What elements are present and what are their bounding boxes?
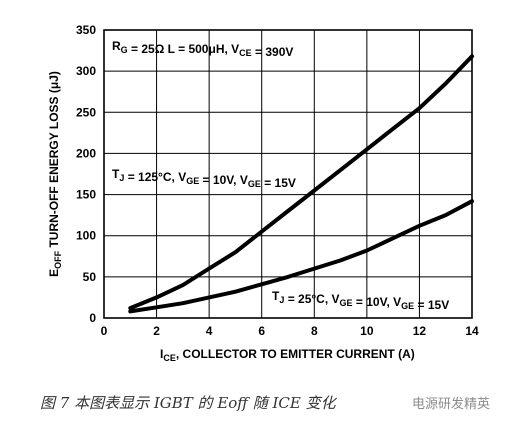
y-tick-label: 300: [76, 64, 96, 78]
series-line-2: [128, 199, 474, 314]
x-tick-label: 8: [311, 324, 318, 338]
x-tick-label: 14: [465, 324, 479, 338]
plot-frame: [103, 29, 473, 319]
y-tick-label: 350: [76, 23, 96, 37]
x-tick-label: 2: [153, 324, 160, 338]
x-tick-label: 10: [360, 324, 374, 338]
test-conditions-label: RG = 25Ω L = 500μH, VCE = 390V: [112, 39, 293, 59]
series-line-1: [128, 54, 474, 311]
x-tick-label: 0: [101, 324, 108, 338]
x-tick-labels: 0 2 4 6 8 10 12 14: [101, 324, 479, 338]
y-tick-label: 150: [76, 188, 96, 202]
x-axis-label: ICE, COLLECTOR TO EMITTER CURRENT (A): [160, 347, 415, 363]
series-tj125-label: TJ = 125°C, VGE = 10V, VGE = 15V: [112, 167, 296, 190]
series: [128, 54, 474, 314]
y-tick-label: 50: [83, 270, 97, 284]
y-tick-label: 0: [89, 311, 96, 325]
y-tick-label: 200: [76, 146, 96, 160]
figure-caption: 图 7 本图表显示 IGBT 的 Eoff 随 ICE 变化: [40, 394, 338, 412]
series-tj25-label: TJ = 25°C, VGE = 10V, VGE = 15V: [272, 289, 449, 312]
y-tick-labels: 0 50 100 150 200 250 300 350: [76, 23, 96, 325]
y-tick-label: 100: [76, 229, 96, 243]
grid: [103, 29, 473, 319]
x-tick-label: 6: [258, 324, 265, 338]
x-tick-label: 4: [206, 324, 213, 338]
y-axis-label: EOFF TURN-OFF ENERGY LOSS (μJ): [47, 71, 63, 277]
x-tick-label: 12: [413, 324, 427, 338]
y-tick-label: 250: [76, 105, 96, 119]
watermark: 电源研发精英: [412, 396, 490, 412]
